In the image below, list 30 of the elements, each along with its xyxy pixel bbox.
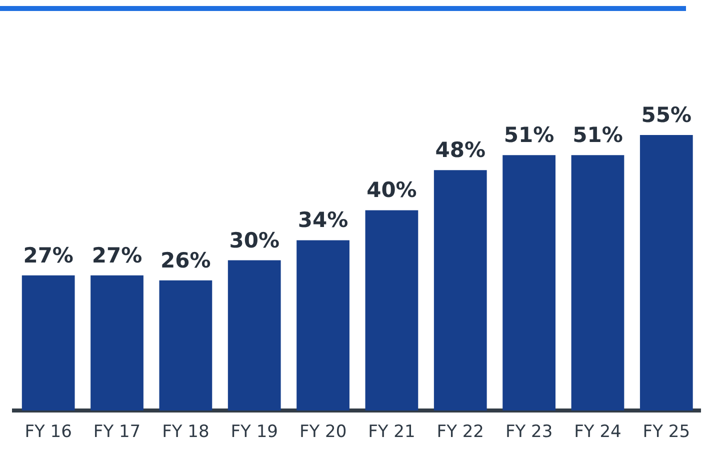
x-tick-label: FY 18 [162, 422, 210, 442]
x-tick-label: FY 23 [505, 422, 553, 442]
x-tick-label: FY 16 [24, 422, 72, 442]
x-tick-label: FY 20 [299, 422, 347, 442]
bar [296, 240, 350, 411]
x-tick-label: FY 24 [574, 422, 622, 442]
x-tick-label: FY 17 [93, 422, 141, 442]
bar [434, 170, 487, 411]
bar [90, 275, 144, 411]
x-tick-label: FY 21 [368, 422, 416, 442]
bar [640, 135, 693, 411]
data-label: 48% [435, 138, 486, 162]
x-tick-label: FY 19 [230, 422, 278, 442]
bar [571, 155, 624, 411]
data-label: 30% [229, 228, 280, 252]
bar [365, 210, 418, 411]
x-tick-label: FY 25 [642, 422, 690, 442]
x-tick-label: FY 22 [436, 422, 484, 442]
data-label: 55% [641, 103, 692, 128]
bar [159, 280, 212, 411]
data-label: 27% [23, 243, 74, 268]
data-label: 51% [572, 123, 623, 148]
bar [502, 155, 556, 411]
data-label: 27% [92, 243, 142, 268]
data-label: 26% [160, 248, 211, 272]
data-label: 34% [298, 208, 348, 232]
data-label: 51% [504, 123, 554, 148]
bar [228, 260, 281, 411]
bar [22, 275, 75, 411]
data-label: 40% [366, 178, 417, 202]
